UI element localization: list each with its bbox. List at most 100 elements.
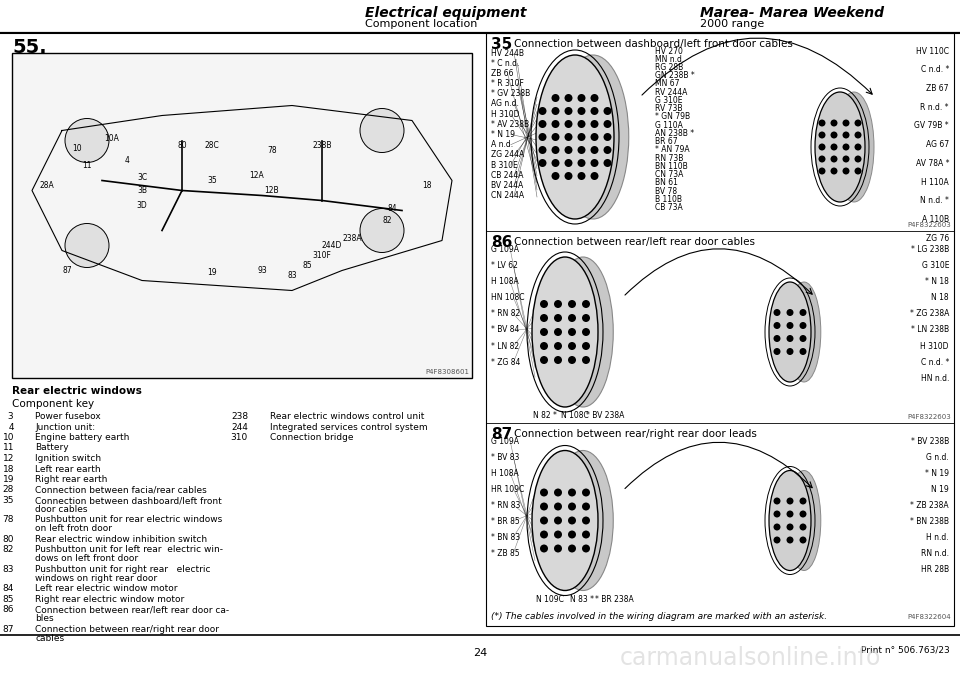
- Text: G 310E: G 310E: [655, 96, 683, 105]
- Text: H 108A: H 108A: [491, 468, 518, 477]
- Text: 84: 84: [387, 204, 396, 213]
- Circle shape: [774, 511, 780, 517]
- Text: Connection bridge: Connection bridge: [270, 433, 353, 442]
- Text: 10A: 10A: [105, 134, 119, 143]
- Text: 310: 310: [230, 433, 248, 442]
- Text: P4F8322603: P4F8322603: [907, 414, 951, 420]
- Text: Connection between rear/right rear door: Connection between rear/right rear door: [35, 624, 219, 634]
- Circle shape: [540, 314, 548, 322]
- Circle shape: [800, 322, 806, 329]
- Ellipse shape: [532, 450, 598, 591]
- Text: Print n° 506.763/23: Print n° 506.763/23: [861, 645, 950, 654]
- Text: Left rear earth: Left rear earth: [35, 464, 101, 473]
- Text: 4: 4: [6, 422, 14, 431]
- Circle shape: [582, 502, 590, 511]
- Text: B 110B: B 110B: [655, 195, 682, 204]
- Circle shape: [564, 172, 572, 180]
- Text: 12A: 12A: [250, 171, 264, 180]
- Text: (*) The cables involved in the wiring diagram are marked with an asterisk.: (*) The cables involved in the wiring di…: [491, 612, 828, 621]
- Text: Component location: Component location: [365, 19, 477, 29]
- Text: * LV 62: * LV 62: [491, 261, 517, 270]
- Text: AG 67: AG 67: [925, 140, 949, 149]
- Text: Component key: Component key: [12, 399, 94, 409]
- Text: 11: 11: [3, 443, 14, 452]
- Text: * RN 83: * RN 83: [491, 500, 520, 509]
- Circle shape: [578, 94, 586, 102]
- Circle shape: [540, 328, 548, 336]
- Circle shape: [786, 498, 794, 504]
- Text: N 108C: N 108C: [562, 411, 588, 420]
- Text: 18: 18: [3, 464, 14, 473]
- Circle shape: [551, 172, 560, 180]
- Text: cables: cables: [35, 633, 64, 643]
- Text: ZB 67: ZB 67: [926, 84, 949, 93]
- Text: Connection between facia/rear cables: Connection between facia/rear cables: [35, 485, 206, 494]
- Text: Battery: Battery: [35, 443, 68, 452]
- Text: Pushbutton unit for rear electric windows: Pushbutton unit for rear electric window…: [35, 515, 223, 524]
- Text: Connection between dashboard/left front: Connection between dashboard/left front: [35, 496, 222, 505]
- Text: N 18: N 18: [931, 293, 949, 302]
- Circle shape: [540, 530, 548, 538]
- Text: 78: 78: [267, 146, 276, 155]
- Ellipse shape: [787, 471, 821, 570]
- Circle shape: [830, 167, 837, 174]
- Ellipse shape: [769, 471, 811, 570]
- Circle shape: [568, 356, 576, 364]
- Circle shape: [582, 342, 590, 350]
- Circle shape: [854, 132, 861, 138]
- Text: 86: 86: [491, 235, 513, 250]
- Ellipse shape: [769, 282, 811, 382]
- Text: 19: 19: [207, 268, 217, 277]
- Circle shape: [590, 159, 598, 167]
- Text: R n.d. *: R n.d. *: [921, 103, 949, 112]
- Circle shape: [540, 300, 548, 308]
- Circle shape: [568, 544, 576, 553]
- Circle shape: [590, 146, 598, 154]
- Text: 19: 19: [3, 475, 14, 484]
- Text: 93: 93: [257, 266, 267, 275]
- Text: 3C: 3C: [137, 173, 147, 182]
- Circle shape: [564, 120, 572, 128]
- Text: CN 73A: CN 73A: [655, 170, 684, 179]
- Text: 12B: 12B: [265, 186, 279, 195]
- Circle shape: [551, 120, 560, 128]
- Text: CB 73A: CB 73A: [655, 203, 683, 212]
- Circle shape: [800, 498, 806, 504]
- Text: GV 79B *: GV 79B *: [914, 121, 949, 130]
- Text: * BV 83: * BV 83: [491, 452, 519, 462]
- Bar: [12, 53, 472, 378]
- Text: A 110B: A 110B: [922, 215, 949, 224]
- Text: 2000 range: 2000 range: [700, 19, 764, 29]
- Text: N n.d. *: N n.d. *: [920, 197, 949, 205]
- Circle shape: [582, 544, 590, 553]
- Text: AG n.d.: AG n.d.: [491, 100, 518, 108]
- Circle shape: [786, 511, 794, 517]
- Text: RN 73B: RN 73B: [655, 154, 684, 163]
- Text: * N 19: * N 19: [491, 130, 515, 139]
- Ellipse shape: [532, 257, 598, 407]
- Circle shape: [551, 133, 560, 141]
- Text: MN n.d.: MN n.d.: [655, 55, 684, 64]
- Circle shape: [578, 120, 586, 128]
- Circle shape: [582, 517, 590, 525]
- Text: 83: 83: [287, 271, 297, 280]
- Text: Pushbutton unit for left rear  electric win-: Pushbutton unit for left rear electric w…: [35, 545, 223, 555]
- Text: 82: 82: [382, 216, 392, 225]
- Text: 10: 10: [3, 433, 14, 442]
- Text: dows on left front door: dows on left front door: [35, 555, 138, 563]
- Circle shape: [819, 144, 826, 151]
- Circle shape: [568, 489, 576, 496]
- Text: * ZB 85: * ZB 85: [491, 549, 519, 557]
- Text: 28: 28: [3, 485, 14, 494]
- Text: 83: 83: [3, 565, 14, 574]
- Text: Rear electric windows: Rear electric windows: [12, 386, 142, 396]
- Text: * BV 84: * BV 84: [491, 325, 519, 334]
- Circle shape: [819, 155, 826, 163]
- Circle shape: [604, 159, 612, 167]
- Text: CB 244A: CB 244A: [491, 171, 523, 180]
- Circle shape: [554, 314, 562, 322]
- Text: * AN 79A: * AN 79A: [655, 145, 689, 155]
- Circle shape: [819, 132, 826, 138]
- Circle shape: [774, 498, 780, 504]
- Circle shape: [582, 530, 590, 538]
